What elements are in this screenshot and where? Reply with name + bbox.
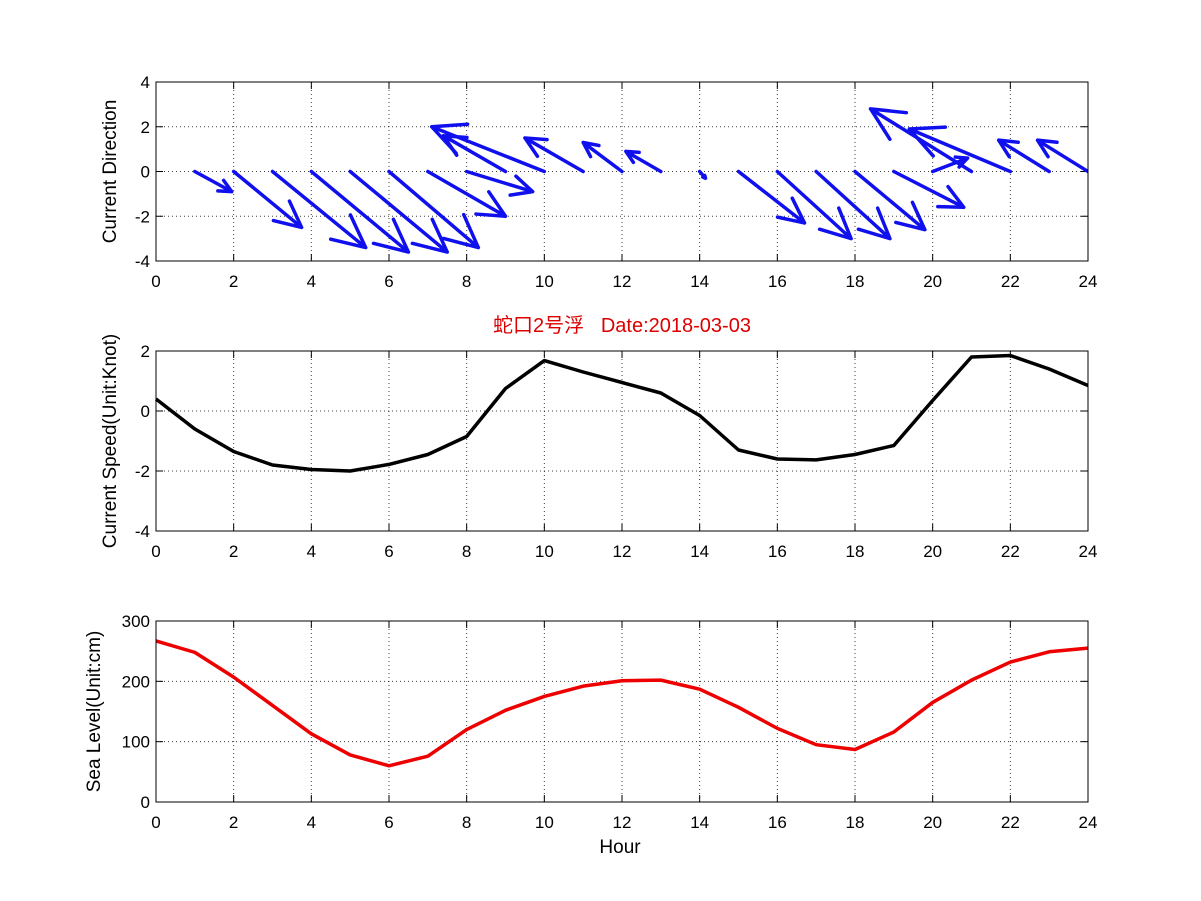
x-tick-label: 14 (690, 813, 709, 832)
direction-arrow (624, 149, 663, 174)
x-tick-label: 20 (923, 272, 942, 291)
direction-arrow (387, 169, 481, 250)
direction-arrow (1035, 138, 1088, 174)
y-tick-label: -2 (135, 462, 150, 481)
direction-arrow (736, 169, 807, 225)
x-tick-label: 22 (1001, 542, 1020, 561)
x-tick-label: 18 (846, 542, 865, 561)
direction-arrow (270, 169, 368, 250)
sea-level-axes-box (155, 620, 1089, 803)
x-tick-label: 0 (151, 272, 160, 291)
speed-ticks: 0 2 4 6 8 10 12 14 16 18 20 22 24-4-202 (135, 342, 1098, 561)
x-tick-label: 8 (462, 813, 471, 832)
direction-arrow (523, 136, 585, 174)
y-tick-label: 0 (141, 402, 150, 421)
speed-line (154, 353, 1089, 473)
direction-arrow (464, 169, 535, 197)
y-tick-label: 0 (141, 793, 150, 812)
x-tick-label: 22 (1001, 272, 1020, 291)
speed-panel: 0 2 4 6 8 10 12 14 16 18 20 22 24-4-202 Current Spee… (100, 334, 1097, 561)
y-tick-label: 100 (122, 733, 150, 752)
x-tick-label: 14 (690, 542, 709, 561)
direction-arrow (697, 169, 708, 180)
speed-axes-box (155, 350, 1089, 532)
x-tick-label: 10 (535, 272, 554, 291)
x-tick-label: 12 (613, 813, 632, 832)
sea-level-line (155, 639, 1089, 768)
x-tick-label: 24 (1079, 813, 1098, 832)
x-tick-label: 22 (1001, 813, 1020, 832)
x-tick-label: 24 (1079, 272, 1098, 291)
direction-arrow (193, 169, 234, 194)
y-tick-label: 4 (141, 73, 150, 92)
x-tick-label: 12 (613, 272, 632, 291)
direction-arrow (429, 122, 547, 174)
x-tick-label: 18 (846, 813, 865, 832)
x-tick-label: 6 (384, 813, 393, 832)
direction-arrow (775, 169, 853, 241)
direction-arrows (193, 107, 1088, 254)
x-tick-label: 24 (1079, 542, 1098, 561)
y-tick-label: -4 (135, 522, 150, 541)
direction-ylabel: Current Direction (100, 100, 121, 244)
sea-level-ylabel: Sea Level(Unit:cm) (84, 631, 105, 793)
direction-arrow (426, 169, 508, 218)
x-tick-label: 4 (307, 272, 316, 291)
x-tick-label: 6 (384, 272, 393, 291)
x-tick-label: 2 (229, 542, 238, 561)
direction-arrow (309, 169, 411, 254)
sea-level-grid (156, 621, 1088, 802)
y-tick-label: -2 (135, 207, 150, 226)
x-tick-label: 2 (229, 272, 238, 291)
direction-arrow (907, 125, 1013, 174)
x-tick-label: 2 (229, 813, 238, 832)
sea-level-xlabel: Hour (599, 837, 641, 858)
x-tick-label: 8 (462, 272, 471, 291)
x-tick-label: 20 (923, 542, 942, 561)
x-tick-label: 4 (307, 813, 316, 832)
y-tick-label: 300 (122, 612, 150, 631)
x-tick-label: 16 (768, 813, 787, 832)
direction-arrow (348, 169, 449, 254)
x-tick-label: 18 (846, 272, 865, 291)
x-tick-label: 20 (923, 813, 942, 832)
x-tick-label: 10 (535, 542, 554, 561)
direction-axes-box (155, 81, 1089, 262)
x-tick-label: 0 (151, 813, 160, 832)
direction-arrow (853, 169, 927, 232)
direction-arrow (814, 169, 892, 241)
y-tick-label: -4 (135, 252, 150, 271)
x-tick-label: 6 (384, 542, 393, 561)
y-tick-label: 2 (141, 118, 150, 137)
y-tick-label: 0 (141, 163, 150, 182)
x-tick-label: 8 (462, 542, 471, 561)
direction-arrow (581, 140, 624, 174)
x-tick-label: 16 (768, 542, 787, 561)
x-tick-label: 0 (151, 542, 160, 561)
x-tick-label: 4 (307, 542, 316, 561)
direction-arrow (996, 138, 1051, 174)
y-tick-label: 2 (141, 342, 150, 361)
x-tick-label: 16 (768, 272, 787, 291)
x-tick-label: 14 (690, 272, 709, 291)
speed-grid (156, 351, 1088, 531)
speed-ylabel: Current Speed(Unit:Knot) (100, 334, 121, 548)
chart-title: 蛇口2号浮 Date:2018-03-03 (493, 314, 751, 337)
x-tick-label: 12 (613, 542, 632, 561)
y-tick-label: 200 (122, 672, 150, 691)
direction-arrow (892, 169, 966, 210)
direction-arrow (231, 169, 304, 230)
x-tick-label: 10 (535, 813, 554, 832)
